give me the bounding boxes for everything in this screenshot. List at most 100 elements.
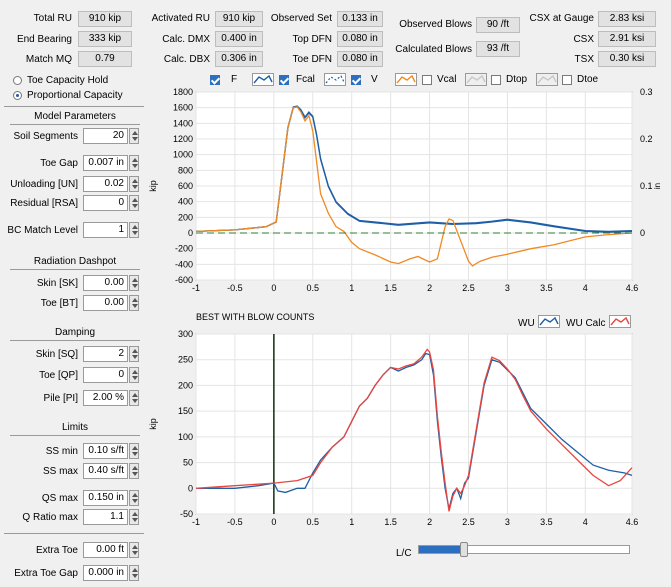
- dashpot-toe-spinner[interactable]: [129, 295, 139, 311]
- q-ratio-max-label: Q Ratio max: [22, 512, 78, 523]
- vcal-checkbox[interactable]: [422, 75, 432, 85]
- soil-segments-spinner[interactable]: [129, 128, 139, 144]
- bc-match-level-label: BC Match Level: [7, 225, 78, 236]
- fcal-checkbox[interactable]: [279, 75, 289, 85]
- dtoe-label: Dtoe: [577, 74, 599, 85]
- x-tick-label: -1: [192, 283, 200, 293]
- residual-label: Residual [RSA]: [10, 198, 78, 209]
- end-bearing-label: End Bearing: [16, 34, 72, 45]
- bc-match-level-input[interactable]: 1: [83, 222, 128, 238]
- y-axis-label: kip: [148, 180, 158, 192]
- y-tick-label: 1600: [173, 103, 193, 113]
- fcal-line-icon: [252, 73, 274, 86]
- wave-up-chart[interactable]: -1 -0.5 0 0.5 1 1.5 2 2.5 3 3.5 4 4.6 -50 0 50 100 150 20…: [146, 330, 666, 532]
- x-tick-label: -1: [192, 517, 200, 527]
- dtop-checkbox[interactable]: [491, 75, 501, 85]
- damping-pile-spinner[interactable]: [129, 390, 139, 406]
- dashpot-toe-label: Toe [BT]: [40, 298, 78, 309]
- extra-toe-spinner[interactable]: [129, 542, 139, 558]
- x-tick-label: 1: [349, 283, 354, 293]
- y-tick-label: 1800: [173, 87, 193, 97]
- bc-match-level-spinner[interactable]: [129, 222, 139, 238]
- y-tick-label: 800: [178, 165, 193, 175]
- calc-dbx-value: 0.306 in: [215, 51, 263, 67]
- toe-gap-input[interactable]: 0.007 in: [83, 155, 128, 171]
- ss-min-input[interactable]: 0.10 s/ft: [83, 443, 128, 459]
- dashpot-skin-input[interactable]: 0.00: [83, 275, 128, 291]
- x-tick-label: 4: [583, 283, 588, 293]
- damping-toe-spinner[interactable]: [129, 367, 139, 383]
- x-tick-label: 2: [427, 517, 432, 527]
- calc-dbx-label: Calc. DBX: [163, 54, 210, 65]
- damping-skin-spinner[interactable]: [129, 346, 139, 362]
- series-wu-calc-line: [195, 348, 633, 512]
- unloading-spinner[interactable]: [129, 176, 139, 192]
- dtoe-checkbox[interactable]: [562, 75, 572, 85]
- tsx-value: 0.30 ksi: [598, 51, 656, 67]
- x-tick-label: 0.5: [307, 517, 320, 527]
- x-tick-label: 1.5: [384, 517, 397, 527]
- damping-pile-input[interactable]: 2.00 %: [83, 390, 128, 406]
- ss-min-label: SS min: [45, 446, 78, 457]
- q-ratio-max-spinner[interactable]: [129, 509, 139, 525]
- ss-max-label: SS max: [42, 466, 78, 477]
- top-dfn-value: 0.080 in: [337, 31, 383, 47]
- residual-spinner[interactable]: [129, 195, 139, 211]
- toe-capacity-hold-radio[interactable]: [13, 76, 22, 85]
- series-v-line: [195, 106, 633, 267]
- divider: [4, 533, 144, 534]
- dashpot-skin-spinner[interactable]: [129, 275, 139, 291]
- toe-dfn-label: Toe DFN: [292, 54, 332, 65]
- extra-toe-input[interactable]: 0.00 ft: [83, 542, 128, 558]
- unloading-input[interactable]: 0.02: [83, 176, 128, 192]
- observed-blows-label: Observed Blows: [399, 19, 472, 30]
- residual-input[interactable]: 0: [83, 195, 128, 211]
- qs-max-input[interactable]: 0.150 in: [83, 490, 128, 506]
- dashpot-toe-input[interactable]: 0.00: [83, 295, 128, 311]
- qs-max-spinner[interactable]: [129, 490, 139, 506]
- extra-toe-gap-input[interactable]: 0.000 in: [83, 565, 128, 581]
- ss-max-input[interactable]: 0.40 s/ft: [83, 463, 128, 479]
- damping-toe-label: Toe [QP]: [39, 370, 78, 381]
- y2-tick-label: 0.1: [640, 181, 653, 191]
- y-tick-label: 200: [178, 212, 193, 222]
- radiation-dashpot-title: Radiation Dashpot: [33, 256, 117, 267]
- force-velocity-chart[interactable]: -1 -0.5 0 0.5 1 1.5 2 2.5 3 3.5 4 4.6 -600 -400 -200 0 2…: [146, 86, 666, 304]
- q-ratio-max-input[interactable]: 1.1: [83, 509, 128, 525]
- toe-gap-spinner[interactable]: [129, 155, 139, 171]
- x-tick-label: 2.5: [462, 517, 475, 527]
- dtop-label: Dtop: [506, 74, 528, 85]
- end-bearing-value: 333 kip: [78, 31, 132, 47]
- extra-toe-label: Extra Toe: [35, 545, 78, 556]
- fcal-label: Fcal: [296, 74, 315, 85]
- lc-slider-thumb[interactable]: [460, 542, 468, 557]
- soil-segments-input[interactable]: 20: [83, 128, 128, 144]
- y-tick-label: 300: [178, 330, 193, 339]
- x-tick-label: 4.6: [626, 283, 639, 293]
- csx-gauge-value: 2.83 ksi: [598, 11, 656, 27]
- divider: [10, 124, 140, 125]
- y2-tick-label: 0: [640, 228, 645, 238]
- observed-blows-value: 90 /ft: [476, 17, 520, 33]
- f-checkbox[interactable]: [210, 75, 220, 85]
- proportional-capacity-radio[interactable]: [13, 91, 22, 100]
- v-checkbox[interactable]: [351, 75, 361, 85]
- dtop-line-icon: [465, 73, 487, 86]
- ss-min-spinner[interactable]: [129, 443, 139, 459]
- damping-skin-label: Skin [SQ]: [35, 349, 78, 360]
- y-tick-label: 100: [178, 432, 193, 442]
- y-tick-label: 200: [178, 380, 193, 390]
- damping-skin-input[interactable]: 2: [83, 346, 128, 362]
- damping-toe-input[interactable]: 0: [83, 367, 128, 383]
- divider: [10, 340, 140, 341]
- ss-max-spinner[interactable]: [129, 463, 139, 479]
- csx-label: CSX: [573, 34, 594, 45]
- lc-slider-track[interactable]: [418, 542, 630, 557]
- x-tick-label: 0: [271, 517, 276, 527]
- activated-ru-value: 910 kip: [215, 11, 263, 27]
- x-tick-label: 1.5: [384, 283, 397, 293]
- divider: [4, 106, 144, 107]
- calc-dmx-label: Calc. DMX: [162, 34, 210, 45]
- extra-toe-gap-spinner[interactable]: [129, 565, 139, 581]
- match-mq-label: Match MQ: [25, 54, 72, 65]
